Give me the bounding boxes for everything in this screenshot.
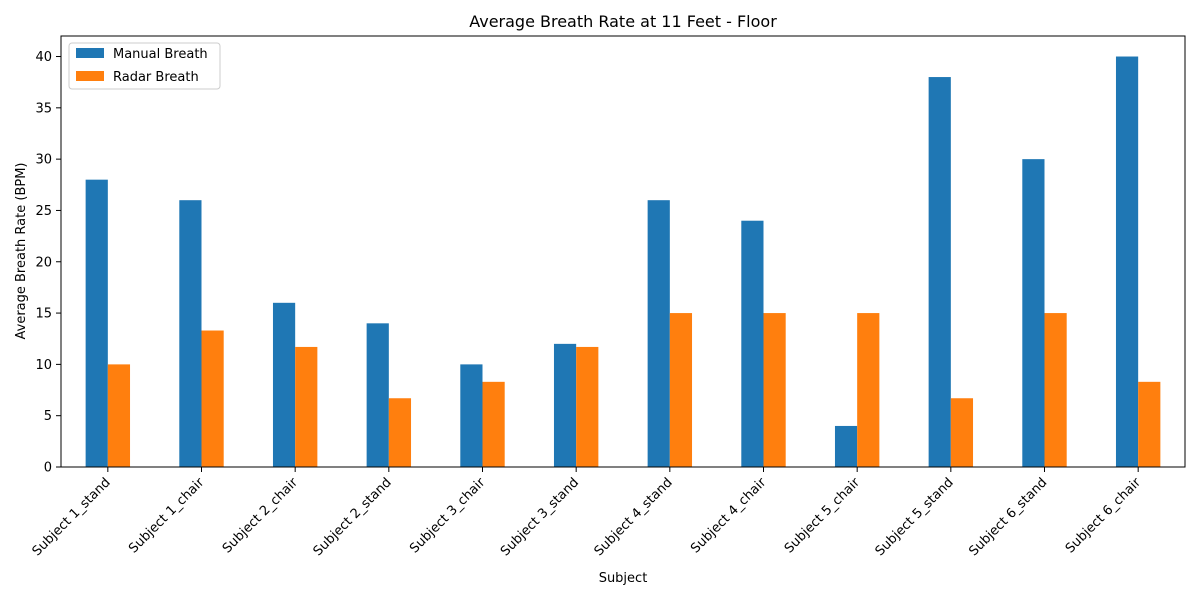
bars-layer (85, 56, 1161, 468)
bar-radar-breath-8 (763, 313, 786, 467)
bar-manual-breath-8 (741, 220, 764, 467)
bar-radar-breath-5 (482, 381, 505, 467)
legend-swatch-manual-breath (76, 48, 104, 58)
bar-manual-breath-3 (272, 302, 296, 467)
bar-radar-breath-7 (669, 313, 693, 467)
x-tick-label: Subject 4_stand (592, 475, 676, 559)
bar-radar-breath-6 (576, 346, 599, 467)
x-tick-label: Subject 3_stand (498, 475, 582, 559)
x-tick-label: Subject 3_chair (407, 475, 489, 557)
x-tick-label: Subject 2_chair (220, 475, 302, 557)
x-tick-label: Subject 4_chair (688, 475, 770, 557)
x-axis: Subject 1_stand Subject 1_chair Subject 2_… (30, 467, 1145, 559)
plot-frame (60, 35, 1186, 468)
bar-radar-breath-3 (295, 346, 318, 467)
bar-manual-breath-10 (928, 77, 951, 468)
x-axis-title: Subject (599, 571, 648, 586)
bar-manual-breath-9 (834, 425, 858, 467)
y-axis-title: Average Breath Rate (BPM) (14, 163, 29, 340)
y-tick-label: 15 (35, 307, 52, 322)
bar-manual-breath-12 (1115, 56, 1139, 468)
bar-radar-breath-1 (107, 364, 131, 467)
bar-radar-breath-4 (388, 398, 412, 467)
bar-manual-breath-7 (647, 200, 670, 467)
legend-label-radar-breath: Radar Breath (113, 70, 199, 85)
bar-radar-breath-11 (1044, 313, 1067, 467)
legend: Manual Breath Radar Breath (68, 42, 221, 90)
y-tick-label: 35 (35, 101, 52, 116)
chart-title: Average Breath Rate at 11 Feet - Floor (469, 12, 777, 31)
x-tick-label: Subject 1_stand (30, 475, 114, 559)
x-tick-label: Subject 6_stand (966, 475, 1050, 559)
x-tick-label: Subject 5_stand (873, 475, 957, 559)
x-tick-label: Subject 1_chair (126, 475, 208, 557)
y-axis: 0 5 10 15 20 25 30 35 40 (35, 50, 61, 476)
x-tick-label: Subject 5_chair (782, 475, 864, 557)
bar-radar-breath-10 (950, 398, 974, 467)
y-tick-label: 20 (35, 255, 52, 270)
bar-manual-breath-11 (1022, 159, 1045, 467)
bar-manual-breath-1 (85, 179, 108, 468)
bar-radar-breath-9 (857, 313, 880, 467)
y-tick-label: 10 (35, 358, 52, 373)
bar-radar-breath-2 (201, 330, 224, 467)
y-tick-label: 5 (44, 409, 52, 424)
bar-manual-breath-4 (366, 323, 389, 467)
legend-label-manual-breath: Manual Breath (113, 47, 208, 62)
y-tick-label: 0 (44, 461, 52, 476)
y-tick-label: 25 (35, 204, 52, 219)
legend-frame (68, 42, 221, 90)
y-tick-label: 40 (35, 50, 52, 65)
x-tick-label: Subject 2_stand (311, 475, 395, 559)
x-tick-label: Subject 6_chair (1063, 475, 1145, 557)
bar-manual-breath-5 (460, 364, 483, 467)
bar-radar-breath-12 (1138, 381, 1161, 467)
bar-manual-breath-2 (179, 200, 202, 467)
y-tick-label: 30 (35, 153, 52, 168)
legend-swatch-radar-breath (76, 71, 104, 81)
bar-manual-breath-6 (553, 343, 577, 467)
